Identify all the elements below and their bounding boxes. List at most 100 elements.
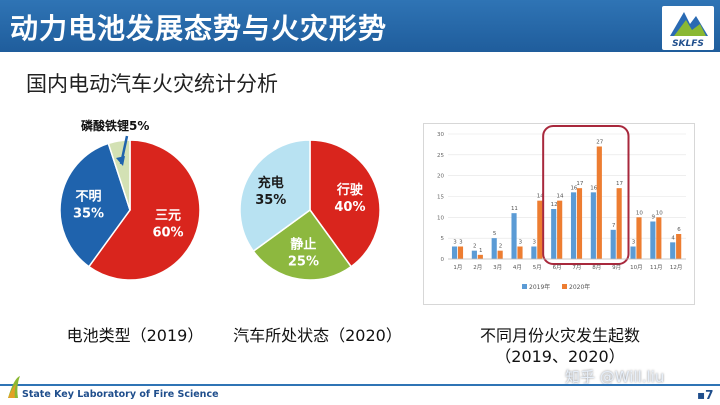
- bar-value-label: 9: [652, 215, 656, 221]
- x-tick-label: 2月: [473, 264, 482, 271]
- bar-2019年-9月: [610, 229, 616, 259]
- bar-value-label: 16: [570, 185, 577, 191]
- pie-label: 充电: [258, 175, 284, 191]
- arrow-icon: [116, 156, 125, 166]
- x-tick-label: 3月: [493, 264, 502, 271]
- footer-divider: [0, 384, 720, 386]
- bar-2020年-3月: [497, 250, 503, 259]
- x-tick-label: 12月: [670, 264, 683, 271]
- bar-2020年-4月: [517, 246, 523, 259]
- pie-slice-行驶: [309, 139, 381, 268]
- section-subtitle: 国内电动汽车火灾统计分析: [26, 72, 278, 96]
- bar-2019年-1月: [451, 246, 458, 259]
- bar-value-label: 1: [479, 248, 483, 254]
- bar-2019年-6月: [551, 209, 557, 259]
- bar-value-label: 7: [612, 223, 616, 229]
- bar-2020年-11月: [656, 217, 662, 259]
- bar-2020年-9月: [616, 188, 622, 259]
- x-tick-label: 5月: [533, 264, 542, 271]
- battery-type-pie-chart: 三元 60% 不明 35% 磷酸铁锂5%: [59, 118, 201, 281]
- pie-slice-三元: [87, 139, 201, 281]
- bar-value-label: 16: [590, 185, 597, 191]
- bar-value-label: 3: [459, 240, 463, 246]
- bar-2019年-5月: [531, 246, 537, 259]
- bar-value-label: 3: [533, 240, 537, 246]
- bar-2020年-6月: [557, 200, 563, 259]
- header-bar: 动力电池发展态势与火灾形势 SKLFS: [0, 0, 720, 52]
- bar-value-label: 17: [576, 181, 583, 187]
- bar-2020年-2月: [477, 254, 483, 259]
- y-tick-label: 25: [437, 153, 444, 159]
- x-tick-label: 1月: [453, 264, 462, 271]
- y-tick-label: 20: [437, 174, 444, 180]
- bar-value-label: 3: [632, 240, 636, 246]
- x-tick-label: 10月: [630, 264, 643, 271]
- pie-slice-静止: [252, 208, 353, 281]
- bar-2019年-3月: [491, 238, 497, 259]
- pie-label: 不明: [76, 189, 102, 204]
- bar-2020年-5月: [537, 200, 543, 259]
- bar-value-label: 10: [636, 210, 643, 216]
- bar-2019年-4月: [511, 213, 517, 259]
- logo-mark-icon: [670, 12, 708, 36]
- x-tick-label: 9月: [612, 264, 621, 271]
- highlight-box: [542, 125, 630, 265]
- bar-2019年-12月: [670, 242, 676, 259]
- pie-percent-label: 35%: [255, 193, 286, 208]
- y-tick-label: 30: [437, 132, 444, 138]
- pie-label: 行驶: [336, 182, 363, 198]
- bar-value-label: 3: [453, 240, 457, 246]
- bar-value-label: 11: [511, 206, 518, 212]
- pie2-caption: 汽车所处状态（2020）: [233, 326, 402, 345]
- bar-caption-years: （2019、2020）: [495, 347, 625, 366]
- y-tick-label: 0: [441, 257, 445, 263]
- lab-name: State Key Laboratory of Fire Science: [22, 389, 219, 400]
- bar-2019年-7月: [570, 192, 577, 259]
- pie-percent-label: 35%: [73, 206, 104, 221]
- pie-slice-不明: [59, 142, 131, 268]
- pie1-caption: 电池类型（2019）: [66, 326, 204, 345]
- y-tick-label: 5: [441, 236, 445, 242]
- bar-value-label: 10: [656, 210, 663, 216]
- lab-logo-icon: [8, 376, 20, 398]
- x-tick-label: 4月: [513, 264, 522, 271]
- bar-value-label: 12: [551, 202, 558, 208]
- x-tick-label: 11月: [650, 264, 663, 271]
- x-tick-label: 8月: [592, 264, 601, 271]
- x-tick-label: 7月: [572, 264, 581, 271]
- bar-2020年-1月: [457, 246, 464, 259]
- legend-label: 2019年: [529, 283, 550, 291]
- bar-value-label: 2: [473, 244, 477, 250]
- bar-value-label: 4: [671, 235, 675, 241]
- bar-value-label: 14: [557, 194, 564, 200]
- bar-2019年-10月: [630, 246, 636, 259]
- y-tick-label: 15: [437, 195, 444, 201]
- pie-slice-充电: [239, 139, 311, 253]
- bar-value-label: 6: [677, 227, 681, 233]
- x-tick-label: 6月: [553, 264, 562, 271]
- pie-label: 三元: [155, 208, 181, 223]
- pie-percent-label: 40%: [334, 200, 365, 215]
- bar-value-label: 14: [537, 194, 544, 200]
- bar-2020年-12月: [676, 234, 682, 259]
- watermark: 知乎 @Will.liu: [565, 368, 665, 386]
- bar-2020年-10月: [636, 217, 642, 259]
- bar-value-label: 5: [493, 231, 497, 237]
- bar-value-label: 27: [596, 140, 603, 146]
- bar-2019年-2月: [471, 250, 477, 259]
- bar-2019年-11月: [650, 221, 656, 259]
- bar-value-label: 3: [519, 240, 523, 246]
- bar-caption: 不同月份火灾发生起数: [479, 326, 640, 345]
- page-number: ▪7: [697, 388, 714, 402]
- logo-text: SKLFS: [672, 39, 704, 49]
- monthly-fire-chart-frame: 0 5 10 15 20 25 30 3 2 5 11 3 12 16 16 7 3 9 4 3 1 2 3 14 14 17 27…: [423, 123, 695, 305]
- bar-2019年-8月: [590, 192, 596, 259]
- bar-value-label: 2: [499, 244, 503, 250]
- legend-swatch: [522, 284, 527, 289]
- pie-label: 磷酸铁锂5%: [81, 118, 149, 133]
- legend-label: 2020年: [569, 283, 590, 291]
- pie-percent-label: 25%: [288, 254, 319, 269]
- bar-value-label: 17: [616, 181, 623, 187]
- bar-2020年-8月: [596, 146, 602, 259]
